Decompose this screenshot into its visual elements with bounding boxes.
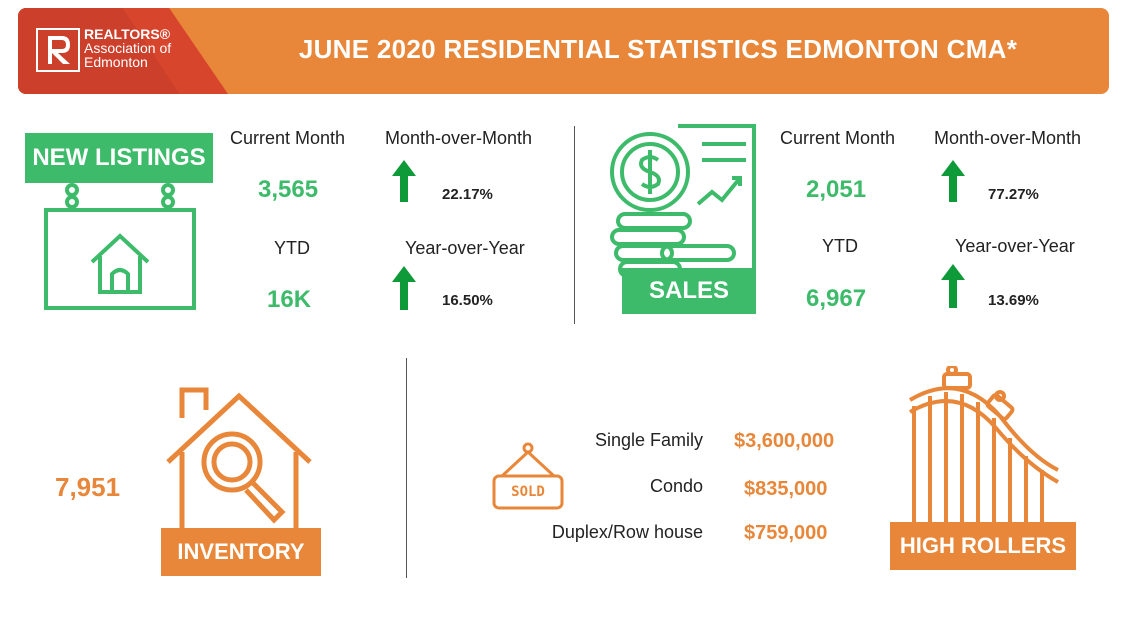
sales-current-month-label: Current Month xyxy=(780,128,896,148)
new-listings-current-month-label: Current Month xyxy=(230,128,346,148)
logo-line-2: Association of xyxy=(84,40,172,56)
high-rollers-label: HIGH ROLLERS xyxy=(890,522,1076,570)
sales-label: SALES xyxy=(622,268,756,314)
sales-ytd-label: YTD xyxy=(822,236,858,256)
roller-coaster-icon xyxy=(900,364,1060,530)
header-banner: REALTORS® Association of Edmonton JUNE 2… xyxy=(18,8,1109,94)
new-listings-ytd-value: 16K xyxy=(267,286,312,313)
single-family-price: $3,600,000 xyxy=(734,430,835,452)
sales-yoy-label: Year-over-Year xyxy=(955,236,1075,256)
coin-document-icon xyxy=(606,122,758,282)
sales-yoy-value: 13.69% xyxy=(988,292,1039,309)
sold-sign-text: SOLD xyxy=(511,484,545,500)
condo-label: Condo xyxy=(649,476,703,496)
sales-mom-label: Month-over-Month xyxy=(934,128,1082,148)
logo-text: REALTORS® Association of Edmonton xyxy=(84,27,171,69)
inventory-label: INVENTORY xyxy=(161,528,321,576)
new-listings-mom-value: 22.17% xyxy=(442,186,493,203)
logo-line-1: REALTORS® xyxy=(84,26,171,42)
new-listings-mom-label: Month-over-Month xyxy=(385,128,533,148)
single-family-label: Single Family xyxy=(594,430,703,450)
sold-sign-icon xyxy=(490,442,566,512)
duplex-row-house-price: $759,000 xyxy=(744,522,828,544)
sales-ytd-value: 6,967 xyxy=(806,285,867,312)
new-listings-ytd-label: YTD xyxy=(274,238,310,258)
page-title: JUNE 2020 RESIDENTIAL STATISTICS EDMONTO… xyxy=(298,34,1018,64)
new-listings-current-month-value: 3,565 xyxy=(258,176,319,203)
new-listings-label: NEW LISTINGS xyxy=(25,133,213,183)
new-listings-yoy-value: 16.50% xyxy=(442,292,493,309)
new-listings-yoy-label: Year-over-Year xyxy=(405,238,525,258)
house-search-icon xyxy=(160,382,318,542)
duplex-row-house-label: Duplex/Row house xyxy=(551,522,703,542)
up-arrow-icon xyxy=(941,160,965,207)
section-divider xyxy=(406,358,407,578)
up-arrow-icon xyxy=(392,266,416,315)
up-arrow-icon xyxy=(392,160,416,207)
condo-price: $835,000 xyxy=(744,478,828,500)
sales-mom-value: 77.27% xyxy=(988,186,1039,203)
realtor-r-icon xyxy=(36,28,80,72)
house-sign-icon xyxy=(40,180,200,315)
up-arrow-icon xyxy=(941,264,965,313)
logo-line-3: Edmonton xyxy=(84,54,148,70)
inventory-value: 7,951 xyxy=(55,472,121,502)
section-divider xyxy=(574,126,575,324)
sales-current-month-value: 2,051 xyxy=(806,176,867,203)
